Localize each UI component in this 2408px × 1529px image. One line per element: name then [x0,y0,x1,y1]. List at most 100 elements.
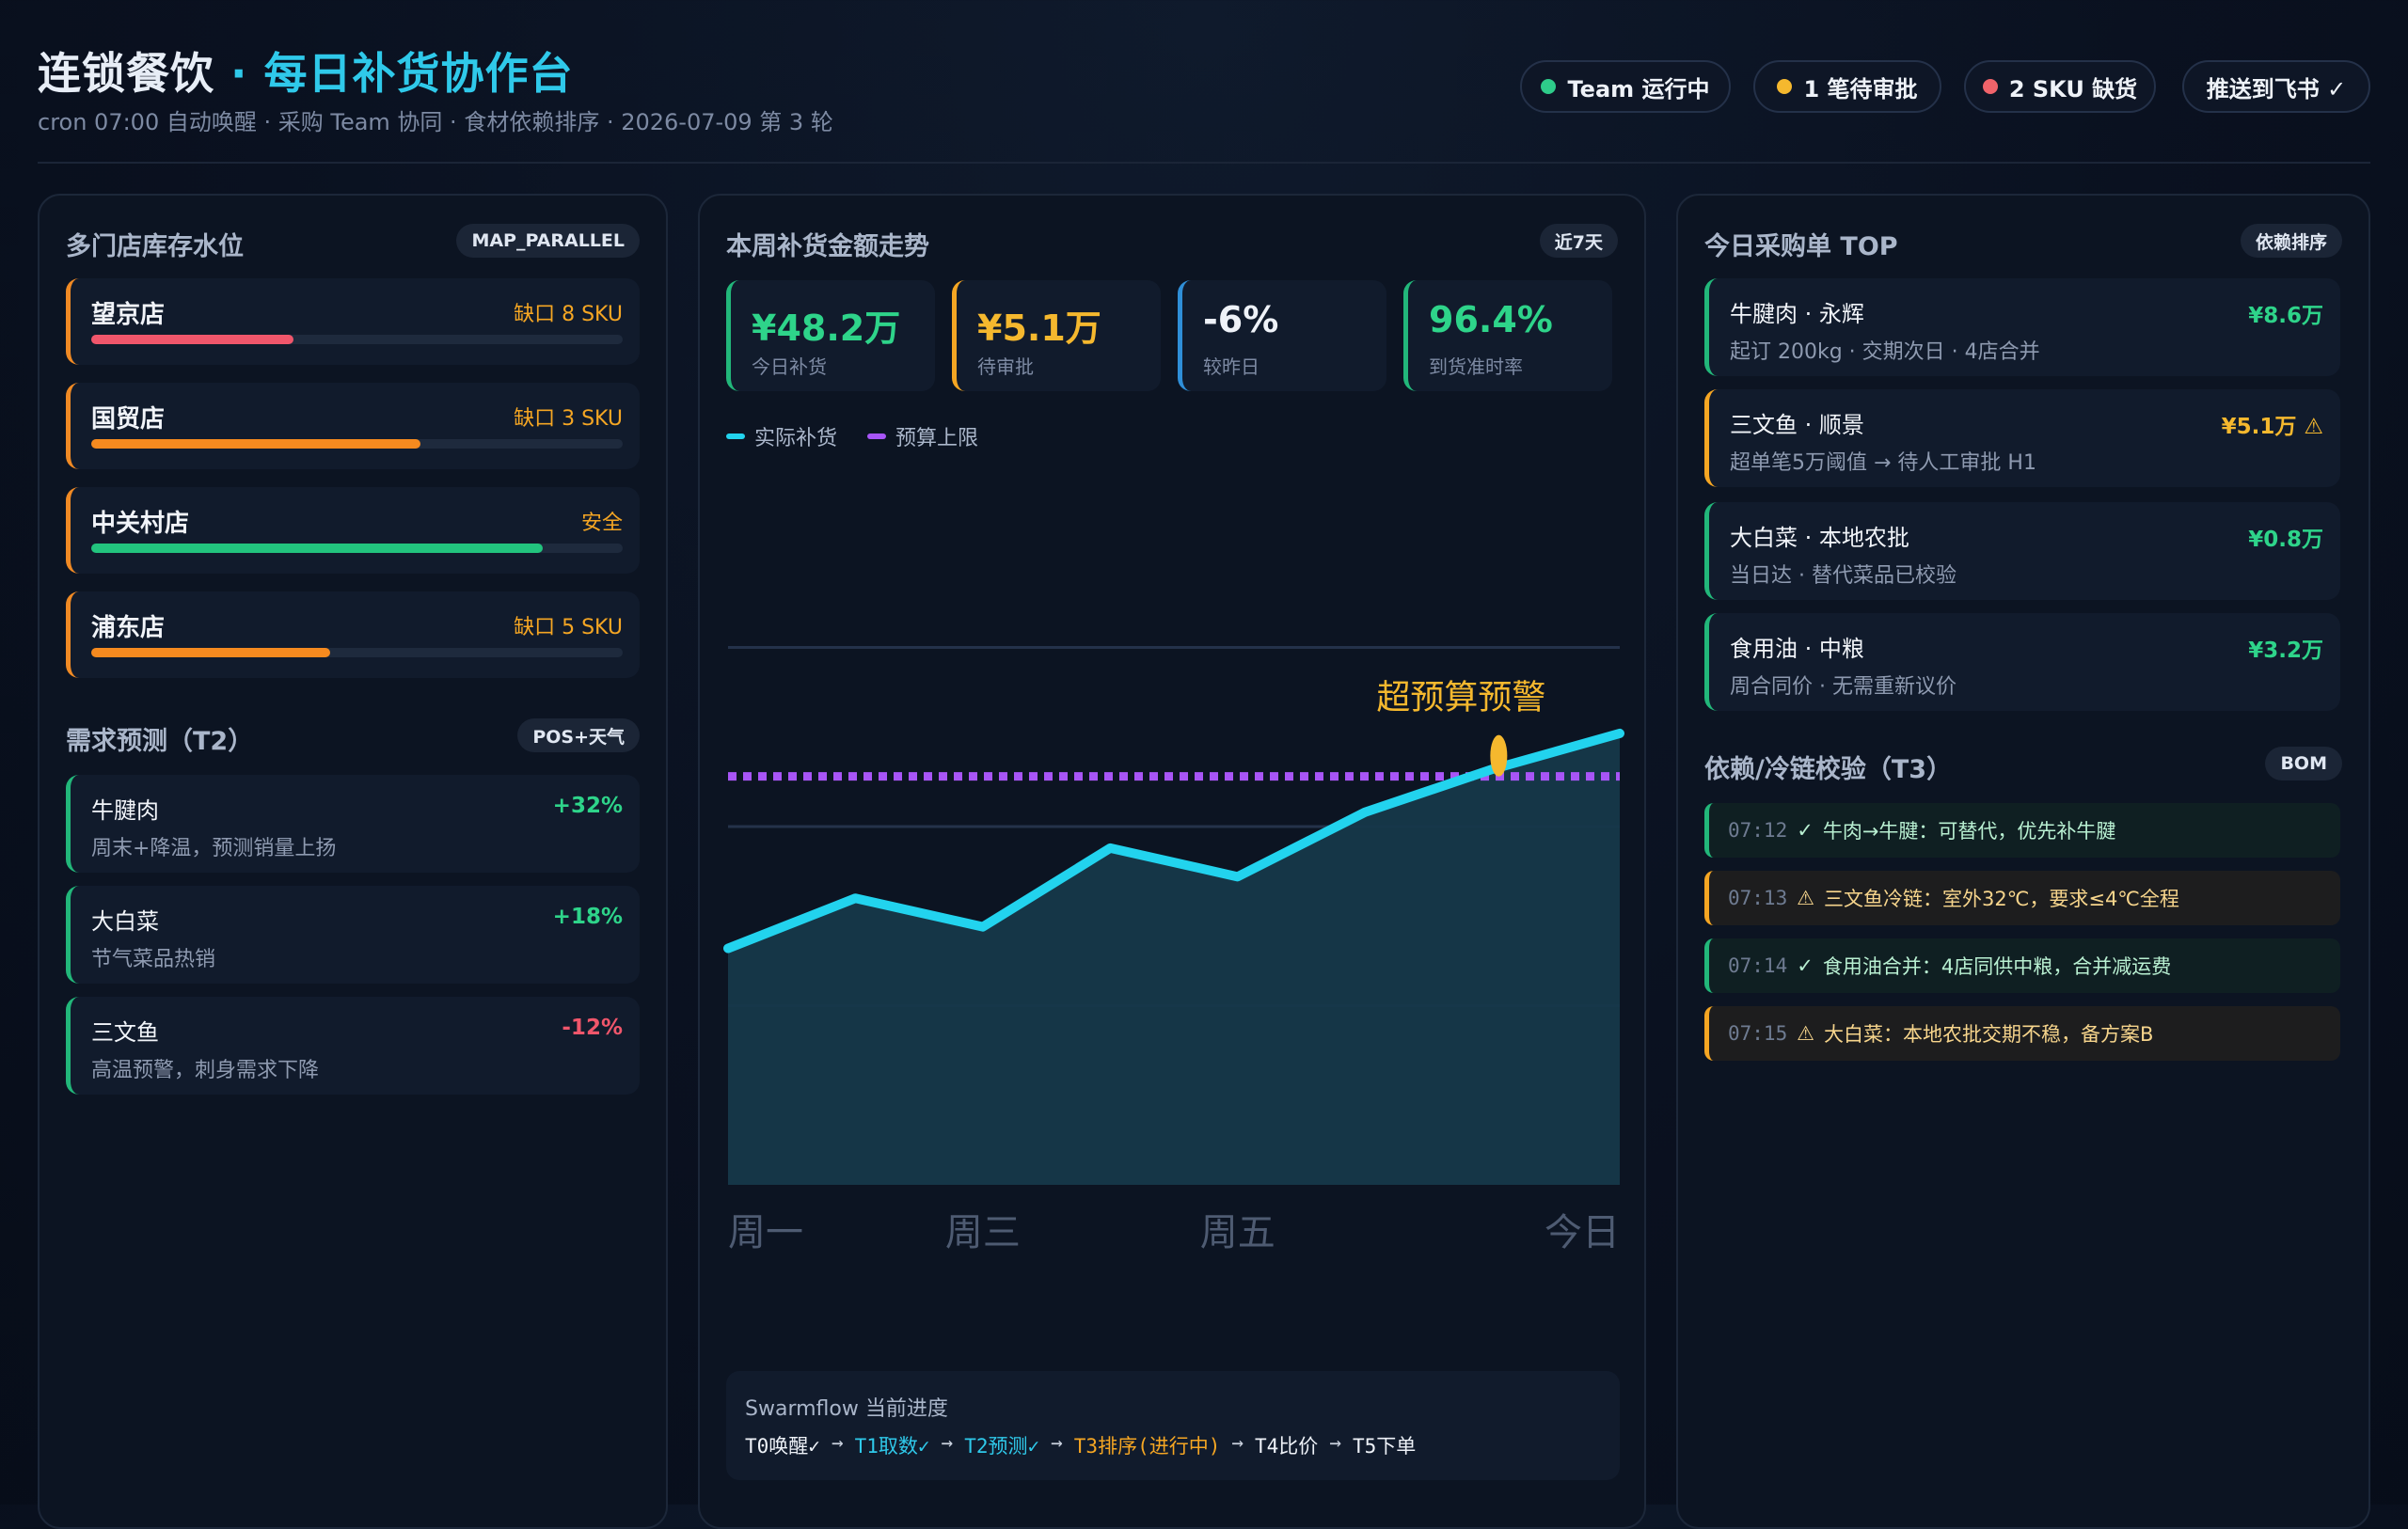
store-name: 浦东店 [91,608,165,643]
order-name: 大白菜 · 本地农批 [1730,519,1909,552]
store-card-wangjing[interactable]: 望京店 缺口 8 SKU [66,278,640,365]
forecast-item-name: 大白菜 [91,903,159,936]
legend-swatch [867,433,886,439]
order-amount: ¥0.8万 [2248,521,2323,553]
kpi-pending-approval: ¥5.1万 待审批 [952,280,1161,391]
log-entry: 07:12 ✓ 牛肉→牛腱：可替代，优先补牛腱 [1704,803,2340,858]
trend-chart: 超预算预警周一周三周五今日 [700,468,1648,1352]
step-arrow-icon: → [832,1431,844,1459]
kpi-value: 96.4% [1429,299,1553,340]
status-pill-stockout: 2 SKU 缺货 [1964,60,2156,113]
forecast-item-pct: -12% [562,1016,623,1040]
status-pill-team: Team 运行中 [1520,60,1731,113]
stock-level-fill [91,439,420,449]
orders-title: 今日采购单 TOP [1704,226,1898,262]
step-arrow-icon: → [1231,1431,1244,1459]
log-entry: 07:14 ✓ 食用油合并：4店同供中粮，合并减运费 [1704,938,2340,993]
forecast-item-desc: 周末+降温，预测销量上扬 [91,831,336,861]
log-time: 07:12 [1728,819,1787,842]
inventory-title: 多门店库存水位 [66,226,244,262]
right-panel: 今日采购单 TOP 依赖排序 牛腱肉 · 永辉 ¥8.6万 起订 200kg ·… [1676,194,2370,1529]
store-name: 国贸店 [91,400,165,434]
legend-swatch [726,433,745,439]
log-entry: 07:13 ⚠ 三文鱼冷链：室外32℃，要求≤4℃全程 [1704,871,2340,925]
stock-level-fill [91,335,293,344]
store-card-zhongguancun[interactable]: 中关村店 安全 [66,487,640,574]
stock-level-bar [91,648,623,657]
x-tick-label: 周三 [945,1211,1021,1254]
forecast-card[interactable]: 大白菜 +18% 节气菜品热销 [66,886,640,984]
checks-tag: BOM [2265,747,2342,780]
trend-title: 本周补货金额走势 [726,226,929,262]
order-card[interactable]: 食用油 · 中粮 ¥3.2万 周合同价 · 无需重新议价 [1704,613,2340,711]
warning-marker-icon [1490,735,1507,777]
push-to-feishu-button[interactable]: 推送到飞书 ✓ [2182,60,2370,113]
status-pill-label: Team 运行中 [1567,71,1709,103]
page-subtitle: cron 07:00 自动唤醒 · 采购 Team 协同 · 食材依赖排序 · … [38,103,833,136]
x-tick-label: 周一 [728,1211,803,1254]
store-card-guomao[interactable]: 国贸店 缺口 3 SKU [66,383,640,469]
header-divider [38,162,2370,164]
order-desc: 当日达 · 替代菜品已校验 [1730,559,1956,589]
progress-step: T0唤醒✓ [745,1431,820,1459]
legend-label: 实际补货 [754,421,837,451]
progress-step: T2预测✓ [964,1431,1039,1459]
log-entry: 07:15 ⚠ 大白菜：本地农批交期不稳，备方案B [1704,1006,2340,1061]
orders-tag: 依赖排序 [2241,224,2342,258]
order-name: 三文鱼 · 顺景 [1730,406,1864,439]
title-main: 连锁餐饮 [38,48,214,99]
stock-level-fill [91,544,543,553]
store-status: 缺口 8 SKU [514,297,623,327]
legend-label: 预算上限 [895,421,978,451]
order-card[interactable]: 三文鱼 · 顺景 ¥5.1万 ⚠ 超单笔5万阈值 → 待人工审批 H1 [1704,389,2340,487]
forecast-item-desc: 节气菜品热销 [91,942,215,972]
kpi-value: ¥5.1万 [977,299,1101,351]
stock-level-bar [91,439,623,449]
status-pill-approval: 1 笔待审批 [1753,60,1941,113]
order-name: 食用油 · 中粮 [1730,630,1864,663]
log-text: 三文鱼冷链：室外32℃，要求≤4℃全程 [1824,884,2179,912]
step-arrow-icon: → [1329,1431,1341,1459]
order-card[interactable]: 牛腱肉 · 永辉 ¥8.6万 起订 200kg · 交期次日 · 4店合并 [1704,278,2340,376]
forecast-item-pct: +32% [553,794,623,818]
forecast-card[interactable]: 三文鱼 -12% 高温预警，刺身需求下降 [66,997,640,1095]
kpi-label: 待审批 [977,352,1034,379]
order-amount: ¥3.2万 [2248,632,2323,664]
forecast-card[interactable]: 牛腱肉 +32% 周末+降温，预测销量上扬 [66,775,640,873]
title-accent: 每日补货协作台 [264,48,574,99]
stock-level-fill [91,648,330,657]
check-icon: ✓ [1797,819,1814,842]
order-desc: 周合同价 · 无需重新议价 [1730,670,1956,700]
legend-budget: 预算上限 [867,421,978,451]
order-amount: ¥8.6万 [2248,297,2323,329]
order-desc: 起订 200kg · 交期次日 · 4店合并 [1730,335,2040,365]
store-card-pudong[interactable]: 浦东店 缺口 5 SKU [66,591,640,678]
warning-icon: ⚠ [1797,1022,1814,1045]
kpi-value: ¥48.2万 [752,299,900,351]
store-name: 中关村店 [91,504,189,539]
legend-actual: 实际补货 [726,421,837,451]
kpi-label: 较昨日 [1203,352,1259,379]
status-dot-icon [1541,79,1556,94]
forecast-item-name: 牛腱肉 [91,792,159,825]
store-status: 缺口 5 SKU [514,610,623,640]
page-title: 连锁餐饮 · 每日补货协作台 [38,39,574,102]
order-desc: 超单笔5万阈值 → 待人工审批 H1 [1730,446,2036,476]
log-time: 07:15 [1728,1022,1787,1045]
trend-range-tag[interactable]: 近7天 [1540,224,1618,258]
x-tick-label: 周五 [1200,1211,1275,1254]
kpi-label: 到货准时率 [1429,352,1523,379]
checks-title: 依赖/冷链校验（T3） [1704,749,1952,785]
store-status: 安全 [581,506,623,536]
log-text: 牛肉→牛腱：可替代，优先补牛腱 [1823,816,2116,844]
actual-area [728,733,1620,1185]
order-card[interactable]: 大白菜 · 本地农批 ¥0.8万 当日达 · 替代菜品已校验 [1704,502,2340,600]
forecast-item-name: 三文鱼 [91,1014,159,1047]
kpi-today-replenish: ¥48.2万 今日补货 [726,280,935,391]
forecast-tag: POS+天气 [517,718,640,752]
progress-title: Swarmflow 当前进度 [745,1392,948,1422]
step-arrow-icon: → [1051,1431,1063,1459]
progress-steps: T0唤醒✓→T1取数✓→T2预测✓→T3排序(进行中)→T4比价→T5下单 [745,1431,1416,1459]
status-pill-label: 1 笔待审批 [1803,71,1917,103]
forecast-item-pct: +18% [553,905,623,929]
